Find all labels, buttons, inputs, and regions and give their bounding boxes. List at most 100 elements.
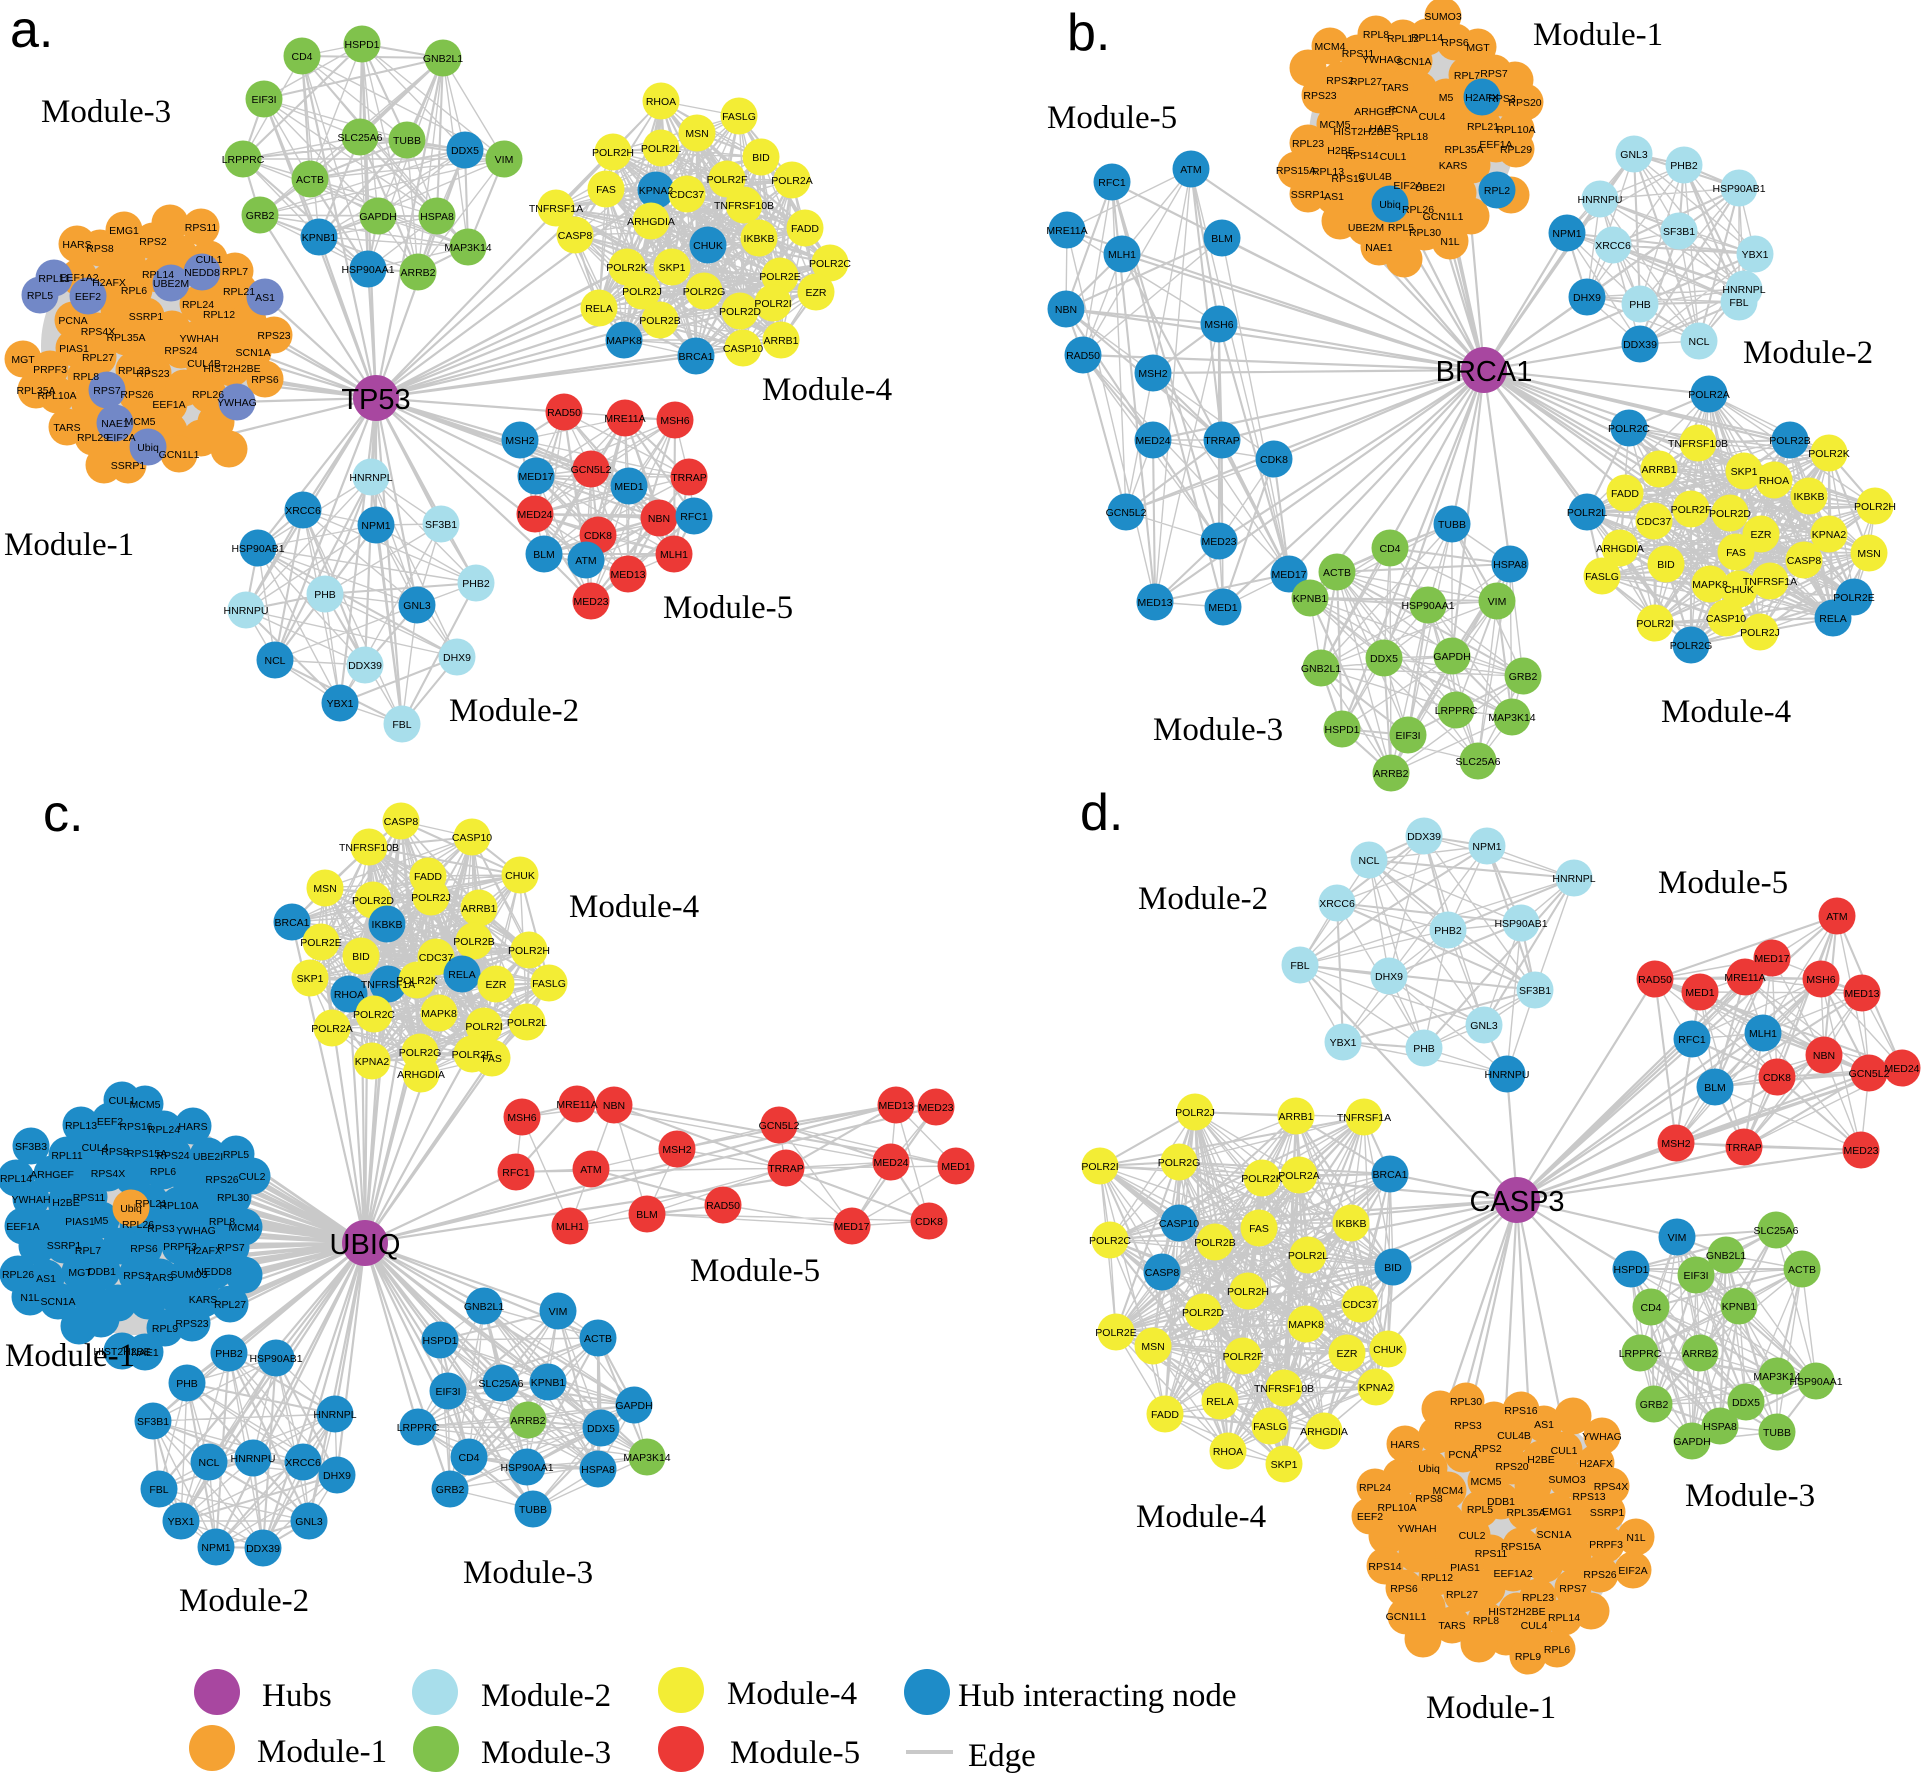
svg-text:MSH2: MSH2	[662, 1144, 691, 1156]
svg-text:M5: M5	[94, 1215, 109, 1227]
svg-text:POLR2K: POLR2K	[1808, 448, 1849, 460]
svg-text:POLR2I: POLR2I	[754, 298, 791, 310]
svg-text:KARS: KARS	[189, 1294, 218, 1306]
svg-text:NPM1: NPM1	[201, 1542, 230, 1554]
svg-text:RPS2: RPS2	[139, 236, 167, 248]
svg-text:RPS20: RPS20	[1508, 97, 1541, 109]
svg-text:GRB2: GRB2	[1509, 671, 1538, 683]
svg-text:SLC25A6: SLC25A6	[1456, 756, 1501, 768]
svg-text:RPS3: RPS3	[147, 1223, 175, 1235]
svg-text:PCNA: PCNA	[1448, 1449, 1477, 1461]
svg-text:MED17: MED17	[1754, 953, 1789, 965]
svg-text:SCN1A: SCN1A	[235, 347, 270, 359]
svg-text:ARRB1: ARRB1	[461, 903, 496, 915]
svg-text:BID: BID	[1384, 1262, 1402, 1274]
svg-text:RELA: RELA	[448, 969, 475, 981]
svg-text:EMG1: EMG1	[1542, 1506, 1572, 1518]
svg-text:DHX9: DHX9	[443, 652, 471, 664]
svg-text:POLR2F: POLR2F	[1671, 504, 1712, 516]
svg-text:RFC1: RFC1	[1098, 177, 1126, 189]
svg-text:TARS: TARS	[1381, 82, 1408, 94]
svg-text:YWHAH: YWHAH	[11, 1194, 50, 1206]
svg-text:POLR2B: POLR2B	[639, 315, 680, 327]
svg-text:RFC1: RFC1	[1678, 1034, 1706, 1046]
svg-text:NBN: NBN	[603, 1100, 625, 1112]
svg-text:RPL26: RPL26	[2, 1269, 34, 1281]
svg-text:RPL5: RPL5	[223, 1149, 249, 1161]
svg-text:RPL18: RPL18	[1396, 131, 1428, 143]
svg-text:HIST2H2BE: HIST2H2BE	[1488, 1606, 1545, 1618]
svg-text:ACTB: ACTB	[296, 174, 324, 186]
svg-text:MRE11A: MRE11A	[1724, 972, 1765, 984]
svg-text:MED13: MED13	[610, 569, 645, 581]
svg-text:HSPD1: HSPD1	[422, 1335, 457, 1347]
svg-text:YBX1: YBX1	[327, 698, 354, 710]
svg-text:Module-3: Module-3	[41, 94, 171, 130]
svg-text:FBL: FBL	[392, 719, 411, 731]
svg-text:RPS6: RPS6	[1390, 1583, 1418, 1595]
svg-text:FAS: FAS	[596, 184, 616, 196]
svg-text:BLM: BLM	[1211, 233, 1233, 245]
svg-text:MRE11A: MRE11A	[604, 413, 645, 425]
svg-text:GCN5L2: GCN5L2	[1849, 1068, 1890, 1080]
svg-text:POLR2A: POLR2A	[1278, 1170, 1319, 1182]
svg-text:RPL35A: RPL35A	[1506, 1507, 1545, 1519]
svg-text:AS1: AS1	[1534, 1419, 1554, 1431]
svg-text:RPS16: RPS16	[119, 1121, 152, 1133]
svg-text:b.: b.	[1067, 4, 1110, 62]
svg-text:RPL35A: RPL35A	[16, 385, 55, 397]
svg-text:RPL14: RPL14	[1411, 32, 1443, 44]
svg-text:MGT: MGT	[68, 1267, 92, 1279]
svg-text:HIST2H2BE: HIST2H2BE	[93, 1346, 150, 1358]
svg-text:ARHGDIA: ARHGDIA	[1300, 1426, 1348, 1438]
svg-text:CDC37: CDC37	[1343, 1299, 1378, 1311]
svg-text:POLR2G: POLR2G	[683, 286, 726, 298]
svg-text:BRCA1: BRCA1	[678, 351, 713, 363]
svg-text:N1L: N1L	[1626, 1532, 1645, 1544]
svg-text:POLR2K: POLR2K	[396, 975, 437, 987]
svg-text:SSRP1: SSRP1	[47, 1240, 82, 1252]
svg-text:DDX5: DDX5	[1370, 653, 1398, 665]
svg-text:H2AFX: H2AFX	[92, 277, 126, 289]
svg-text:RPS23: RPS23	[136, 368, 169, 380]
svg-text:DDX39: DDX39	[1623, 339, 1657, 351]
svg-text:KPNA2: KPNA2	[1359, 1382, 1394, 1394]
svg-text:FAS: FAS	[1249, 1223, 1269, 1235]
svg-text:CASP10: CASP10	[452, 832, 492, 844]
svg-text:RAD50: RAD50	[547, 407, 581, 419]
svg-text:AS1: AS1	[255, 292, 275, 304]
svg-text:RPL5: RPL5	[27, 290, 53, 302]
svg-text:Ubiq: Ubiq	[120, 1203, 142, 1215]
svg-text:RAD50: RAD50	[1066, 350, 1100, 362]
svg-text:EEF2: EEF2	[75, 291, 101, 303]
svg-text:RPL29: RPL29	[1500, 144, 1532, 156]
svg-text:DDX39: DDX39	[246, 1543, 280, 1555]
svg-text:NCL: NCL	[1358, 855, 1379, 867]
svg-text:RPL35A: RPL35A	[1444, 144, 1483, 156]
svg-text:Module-1: Module-1	[5, 1338, 135, 1374]
svg-text:RPL11: RPL11	[51, 1150, 82, 1162]
svg-text:Module-4: Module-4	[1136, 1499, 1266, 1535]
svg-text:Module-1: Module-1	[257, 1734, 387, 1770]
svg-text:MED1: MED1	[614, 481, 643, 493]
svg-text:CASP10: CASP10	[723, 343, 763, 355]
svg-text:CUL4B: CUL4B	[1497, 1430, 1531, 1442]
svg-text:SSRP1: SSRP1	[1590, 1507, 1625, 1519]
svg-text:POLR2C: POLR2C	[1608, 423, 1650, 435]
svg-text:RPS4X: RPS4X	[91, 1168, 125, 1180]
svg-text:MED24: MED24	[1884, 1063, 1919, 1075]
svg-text:RPL14: RPL14	[142, 269, 174, 281]
svg-text:MSH2: MSH2	[505, 435, 534, 447]
svg-text:MGT: MGT	[1466, 42, 1490, 54]
svg-text:CUL4: CUL4	[1419, 111, 1446, 123]
svg-text:KPNB1: KPNB1	[302, 232, 337, 244]
svg-text:HSP90AA1: HSP90AA1	[1789, 1376, 1842, 1388]
svg-text:CASP3: CASP3	[1469, 1186, 1564, 1218]
svg-text:IKBKB: IKBKB	[372, 919, 403, 931]
svg-text:PHB: PHB	[176, 1378, 198, 1390]
svg-text:MED23: MED23	[573, 596, 608, 608]
svg-text:HSP90AA1: HSP90AA1	[1401, 600, 1454, 612]
svg-text:RELA: RELA	[585, 303, 612, 315]
svg-text:HNRNPU: HNRNPU	[1485, 1069, 1530, 1081]
svg-text:MED13: MED13	[1137, 597, 1172, 609]
